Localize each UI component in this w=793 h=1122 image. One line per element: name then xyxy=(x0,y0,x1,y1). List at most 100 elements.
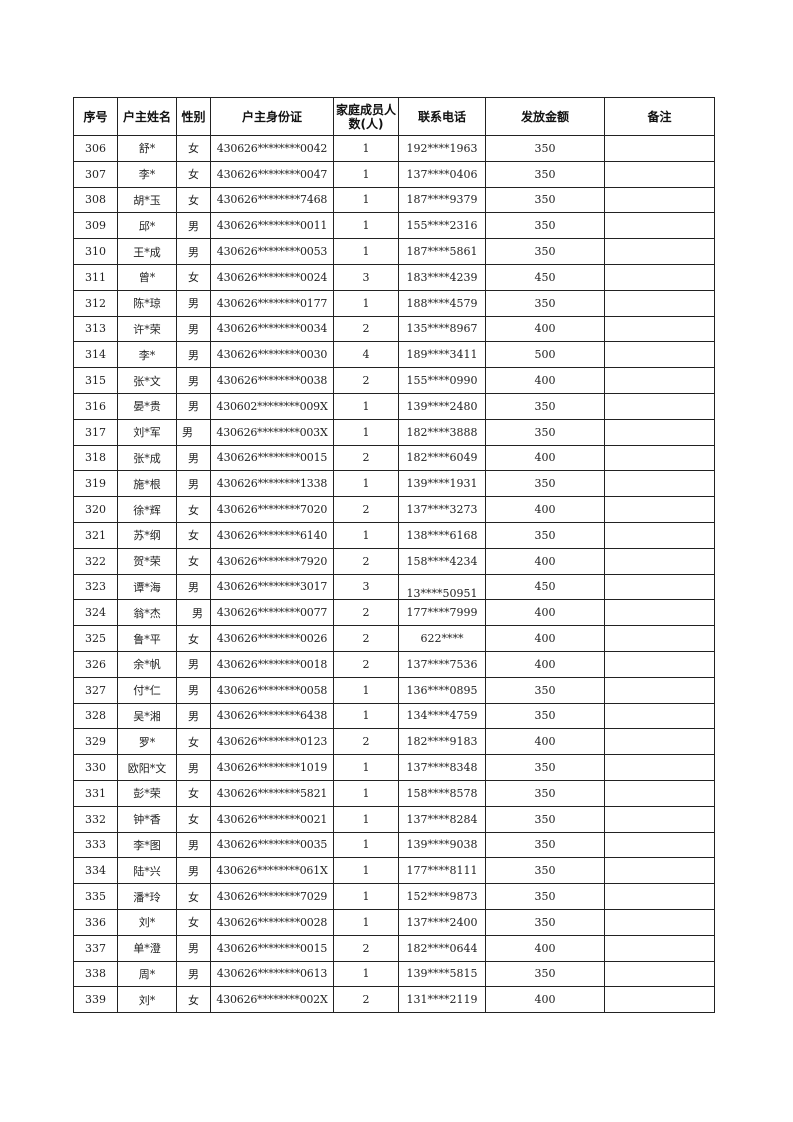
note-cell xyxy=(604,805,715,833)
householder-name-cell: 苏*纲 xyxy=(117,521,177,549)
amount-cell: 400 xyxy=(485,444,605,472)
table-row: 323 谭*海男 430626********3017 3 13****50951 450 xyxy=(73,573,715,601)
member-count-cell: 1 xyxy=(333,470,399,498)
member-count-cell: 2 xyxy=(333,934,399,962)
amount-cell: 400 xyxy=(485,367,605,394)
householder-name-cell: 罗* xyxy=(117,728,177,756)
row-number-cell: 328 xyxy=(73,702,118,730)
amount-cell: 400 xyxy=(485,625,605,652)
householder-name-cell: 潘*玲 xyxy=(117,883,177,910)
row-number-cell: 307 xyxy=(73,160,118,188)
householder-name-cell: 刘* xyxy=(117,986,177,1014)
table-row: 321 苏*纲女 430626********6140 1 138****6168 350 xyxy=(73,521,715,549)
table-row: 318 张*成男 430626********0015 2 182****6049 400 xyxy=(73,444,715,472)
table-row: 314 李* 男 430626********0030 4 189****3411 500 xyxy=(73,341,715,369)
id-number-cell: 430626********0030 xyxy=(210,341,334,369)
householder-name-cell: 翁*杰 xyxy=(117,599,177,627)
row-number-cell: 332 xyxy=(73,805,118,833)
row-number-cell: 312 xyxy=(73,289,118,317)
member-count-cell: 2 xyxy=(333,599,399,627)
row-number-cell: 334 xyxy=(73,857,118,885)
id-number-cell: 430626********0077 xyxy=(210,599,334,627)
id-number-cell: 430626********003X xyxy=(210,418,334,446)
table-row: 315 张*文男 430626********0038 2 155****0990 400 xyxy=(73,367,715,394)
amount-cell: 400 xyxy=(485,934,605,962)
note-cell xyxy=(604,857,715,885)
note-cell xyxy=(604,650,715,678)
householder-name-cell: 晏*贵 xyxy=(117,392,177,420)
id-number-cell: 430626********7029 xyxy=(210,883,334,910)
note-cell xyxy=(604,960,715,988)
header-id: 户主身份证 xyxy=(210,97,334,136)
phone-number-cell: 136****0895 xyxy=(398,676,486,704)
table-body: 306 舒* 女 430626********0042 1 192****1963 350 3… xyxy=(73,135,715,1014)
gender-cell: 男 xyxy=(176,418,211,446)
note-cell xyxy=(604,444,715,472)
member-count-cell: 2 xyxy=(333,496,399,523)
table-row: 326 余*帆男 430626********0018 2 137****7536 400 xyxy=(73,650,715,678)
id-number-cell: 430626********1019 xyxy=(210,754,334,781)
table-row: 329 罗* 女 430626********0123 2 182****9183 400 xyxy=(73,728,715,756)
row-number-cell: 310 xyxy=(73,238,118,265)
id-number-cell: 430626********5821 xyxy=(210,779,334,807)
gender-cell: 男 xyxy=(176,367,211,394)
member-count-cell: 2 xyxy=(333,650,399,678)
amount-cell: 400 xyxy=(485,547,605,575)
gender-cell: 男 xyxy=(176,212,211,240)
gender-cell: 男 xyxy=(176,289,211,317)
gender-cell: 男 xyxy=(176,341,211,369)
note-cell xyxy=(604,135,715,162)
id-number-cell: 430626********6438 xyxy=(210,702,334,730)
note-cell xyxy=(604,521,715,549)
phone-number-cell: 139****1931 xyxy=(398,470,486,498)
row-number-cell: 337 xyxy=(73,934,118,962)
id-number-cell: 430626********0035 xyxy=(210,831,334,859)
phone-number-cell: 622**** xyxy=(398,625,486,652)
table-row: 334 陆*兴男 430626********061X 1 177****8111 350 xyxy=(73,857,715,885)
table-row: 330 欧阳*文男 430626********1019 1 137****8348 35… xyxy=(73,754,715,781)
householder-name-cell: 邱* xyxy=(117,212,177,240)
gender-cell: 男 xyxy=(176,315,211,343)
householder-name-cell: 欧阳*文 xyxy=(117,754,177,781)
id-number-cell: 430626********0015 xyxy=(210,444,334,472)
phone-number-cell: 187****9379 xyxy=(398,186,486,214)
header-name: 户主姓名 xyxy=(117,97,177,136)
row-number-cell: 315 xyxy=(73,367,118,394)
phone-number-cell: 137****0406 xyxy=(398,160,486,188)
row-number-cell: 321 xyxy=(73,521,118,549)
note-cell xyxy=(604,986,715,1014)
member-count-cell: 2 xyxy=(333,986,399,1014)
id-number-cell: 430626********0177 xyxy=(210,289,334,317)
member-count-cell: 1 xyxy=(333,392,399,420)
row-number-cell: 331 xyxy=(73,779,118,807)
row-number-cell: 327 xyxy=(73,676,118,704)
row-number-cell: 329 xyxy=(73,728,118,756)
header-phone: 联系电话 xyxy=(398,97,486,136)
row-number-cell: 319 xyxy=(73,470,118,498)
phone-number-cell: 139****2480 xyxy=(398,392,486,420)
id-number-cell: 430626********7020 xyxy=(210,496,334,523)
amount-cell: 350 xyxy=(485,521,605,549)
note-cell xyxy=(604,315,715,343)
note-cell xyxy=(604,289,715,317)
table-row: 307 李* 女 430626********0047 1 137****0406 350 xyxy=(73,160,715,188)
member-count-cell: 2 xyxy=(333,625,399,652)
phone-number-cell: 137****8284 xyxy=(398,805,486,833)
phone-number-cell: 138****6168 xyxy=(398,521,486,549)
phone-number-cell: 182****3888 xyxy=(398,418,486,446)
householder-name-cell: 曾* xyxy=(117,263,177,291)
phone-number-cell: 131****2119 xyxy=(398,986,486,1014)
householder-name-cell: 许*荣 xyxy=(117,315,177,343)
phone-number-cell: 183****4239 xyxy=(398,263,486,291)
note-cell xyxy=(604,470,715,498)
householder-name-cell: 舒* xyxy=(117,135,177,162)
id-number-cell: 430626********061X xyxy=(210,857,334,885)
gender-cell: 男 xyxy=(176,444,211,472)
table-row: 336 刘* 女 430626********0028 1 137****2400 350 xyxy=(73,908,715,936)
phone-number-cell: 137****7536 xyxy=(398,650,486,678)
householder-name-cell: 王*成 xyxy=(117,238,177,265)
table-row: 333 李*图男 430626********0035 1 139****9038 350 xyxy=(73,831,715,859)
note-cell xyxy=(604,883,715,910)
amount-cell: 400 xyxy=(485,496,605,523)
phone-number-cell: 177****8111 xyxy=(398,857,486,885)
